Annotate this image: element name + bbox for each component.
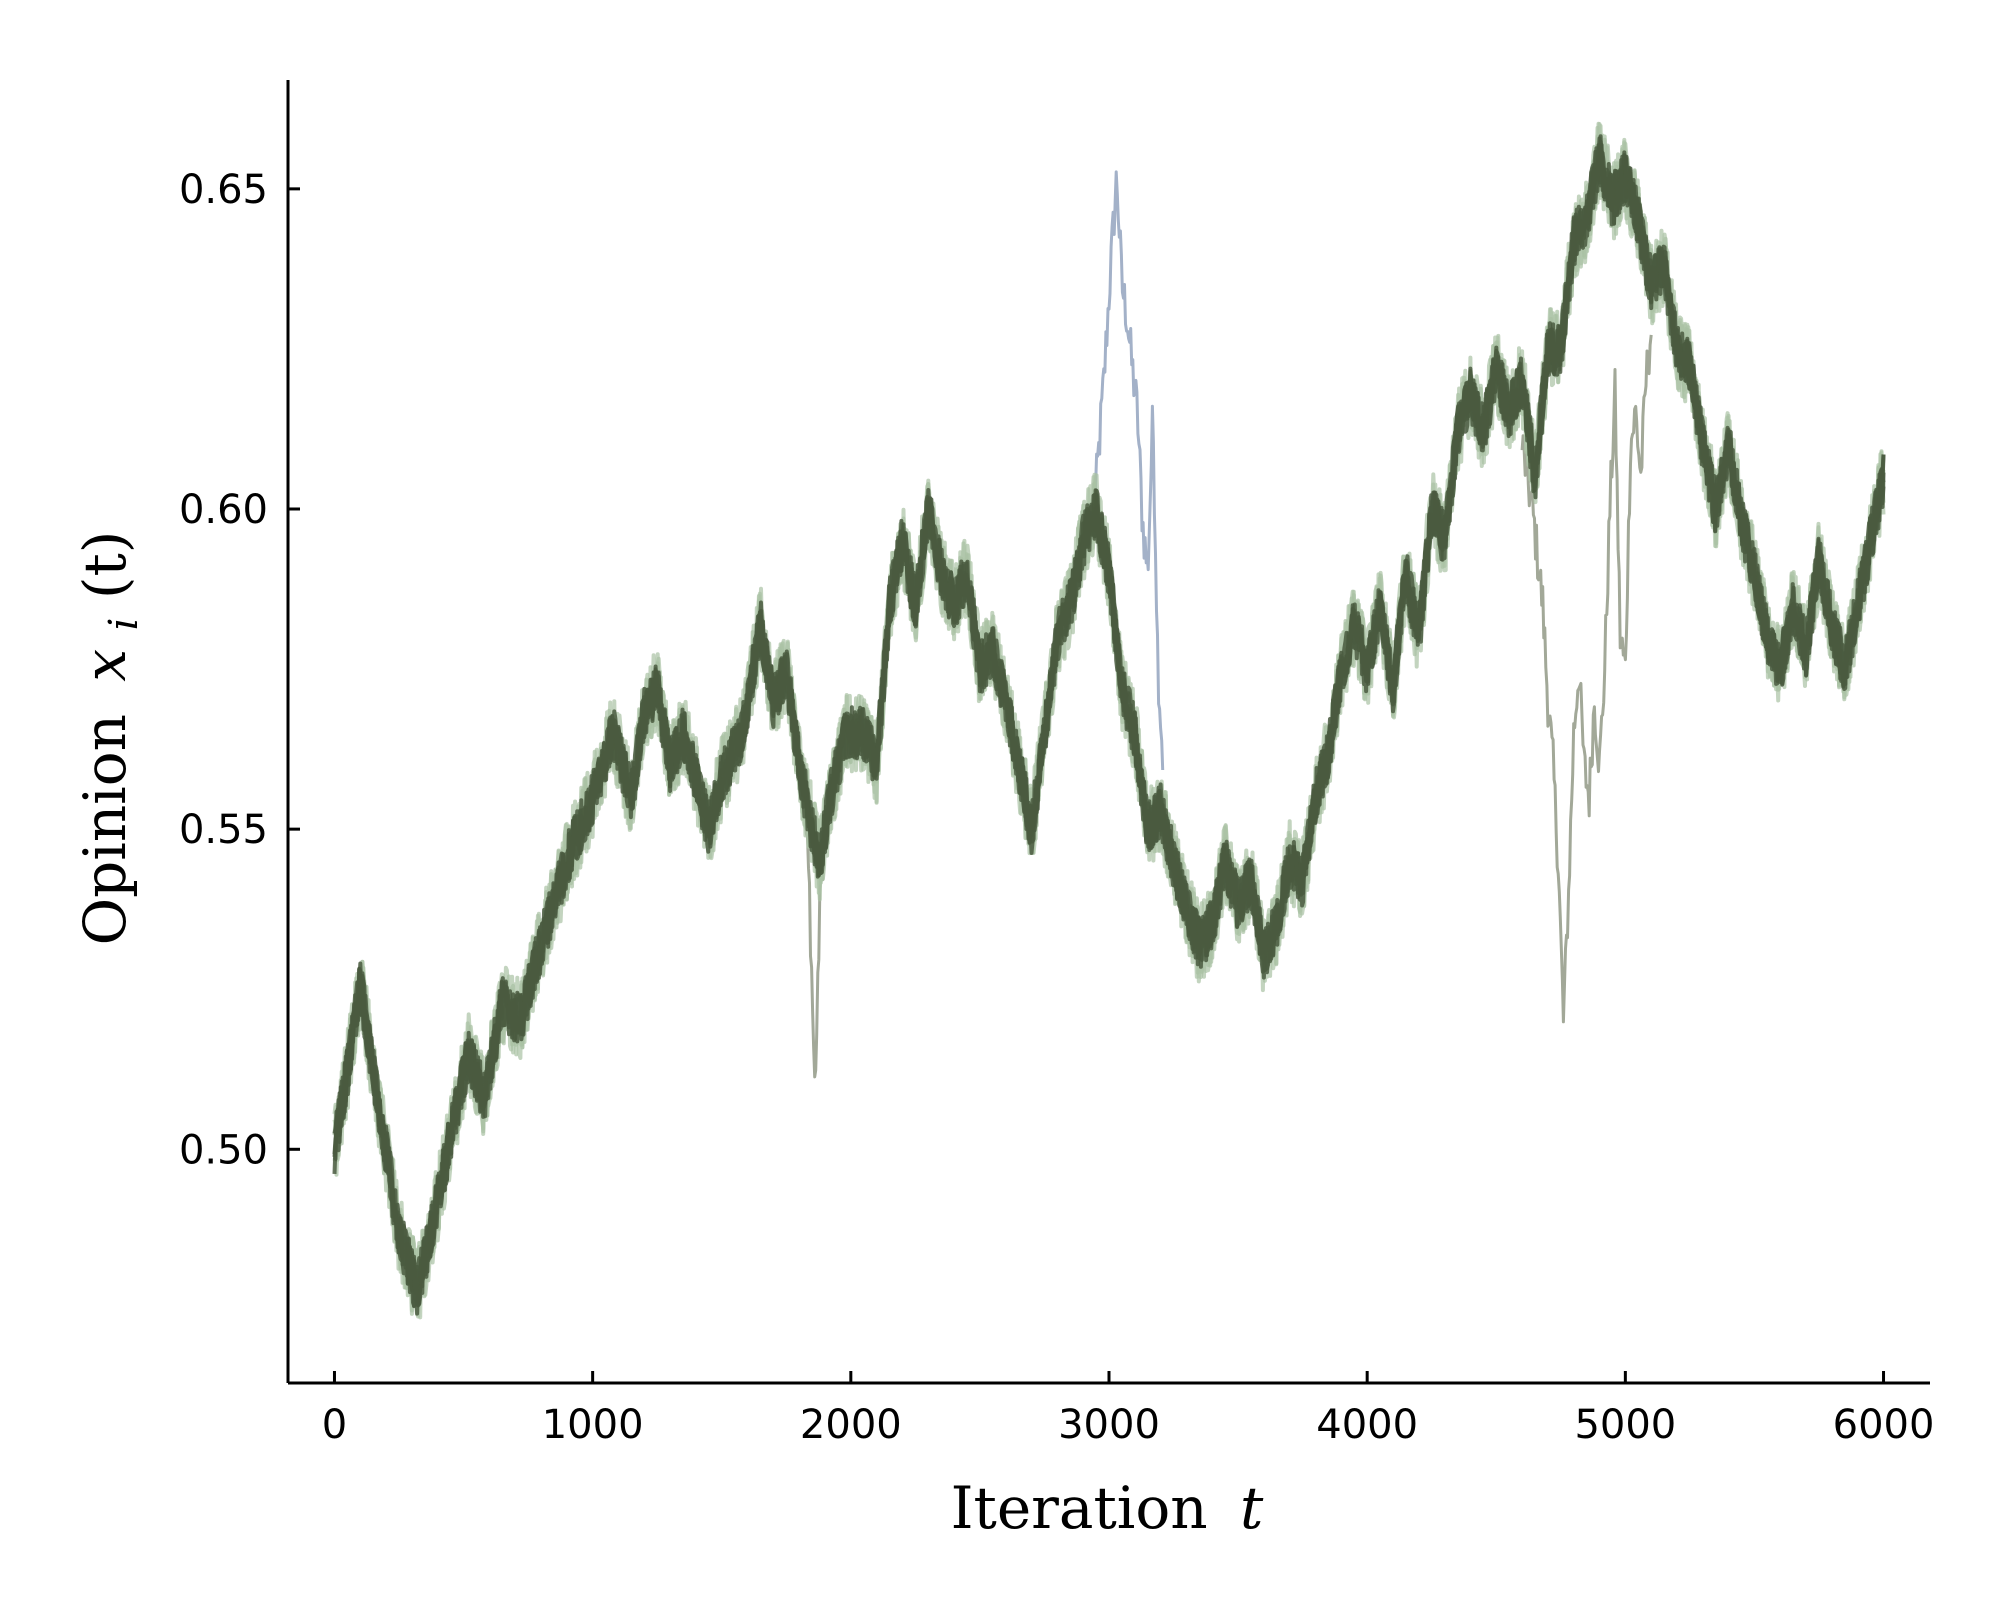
y-ticks: 0.50 0.55 0.60 0.65 [179, 167, 300, 1173]
axes: 0 1000 2000 3000 4000 5000 6000 0.500.550.600.… [179, 80, 1934, 1448]
series-line [1520, 334, 1653, 1024]
y-axis-label: Opinion x i (t) [71, 531, 151, 946]
y-axis-label-text: Opinion [71, 714, 139, 945]
x-tick-label: 5000 [1574, 1402, 1676, 1448]
x-tick-label: 0 [322, 1402, 347, 1448]
y-tick-label: 0.65 [179, 167, 268, 213]
series-line [1092, 170, 1165, 771]
x-axis-label-var: t [1240, 1474, 1264, 1542]
plot-area [332, 121, 1886, 1320]
x-tick-label: 3000 [1058, 1402, 1160, 1448]
y-tick-label: 0.50 [179, 1127, 268, 1173]
series-line [332, 139, 1886, 1295]
x-ticks: 0 1000 2000 3000 4000 5000 6000 [322, 1371, 1935, 1448]
x-axis-label-text: Iteration [951, 1474, 1208, 1542]
x-tick-label: 1000 [542, 1402, 644, 1448]
y-axis-label-arg: (t) [71, 531, 139, 600]
x-tick-label: 6000 [1833, 1402, 1935, 1448]
y-axis-label-var: x [71, 649, 139, 682]
y-tick-label: 0.60 [179, 487, 268, 533]
y-axis-label-sub: i [101, 618, 147, 631]
y-tick-label: 0.55 [179, 807, 268, 853]
x-axis-label: Iteration t [951, 1474, 1264, 1542]
x-tick-label: 4000 [1316, 1402, 1418, 1448]
x-tick-label: 2000 [800, 1402, 902, 1448]
